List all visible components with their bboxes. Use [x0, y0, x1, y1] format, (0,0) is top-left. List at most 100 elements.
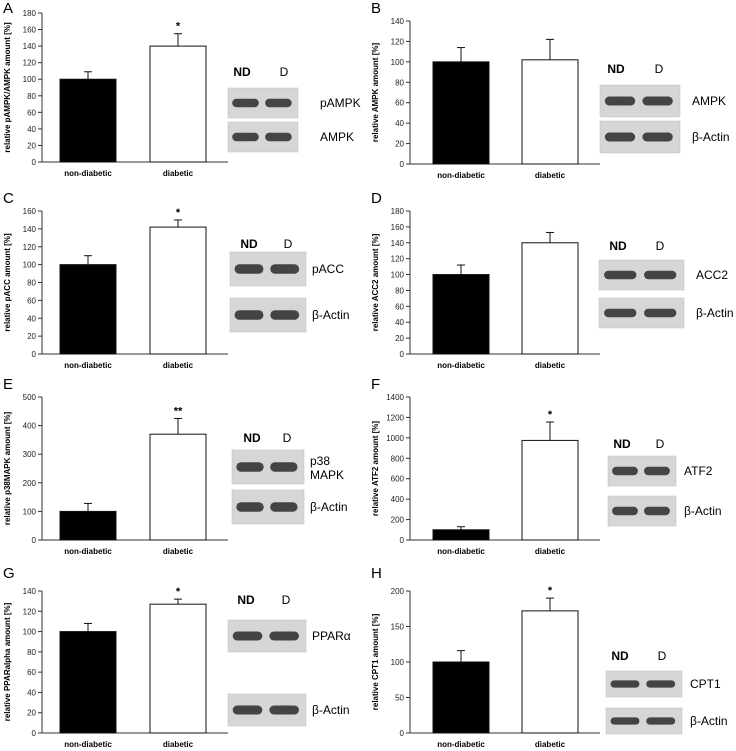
- blot-lane-label: ND: [607, 62, 625, 76]
- blot-band: [646, 717, 676, 725]
- panel-e: E 0 100 200 300 400 500 relative p38MAPK amount…: [3, 376, 348, 556]
- y-tick-label: 0: [32, 536, 37, 545]
- blot-band: [642, 132, 673, 142]
- y-tick-label: 50: [395, 694, 404, 703]
- y-tick-label: 160: [23, 207, 37, 216]
- blot-band: [644, 506, 670, 516]
- blot-band: [236, 462, 264, 472]
- y-axis-label: relative AMPK amount [%]: [371, 43, 380, 143]
- blot-band: [604, 96, 636, 106]
- y-tick-label: 80: [27, 92, 36, 101]
- bar-diabetic: [521, 242, 579, 355]
- blot-row-label: PPARα: [312, 629, 351, 643]
- blot-band: [270, 264, 300, 274]
- bar-diabetic: [149, 433, 207, 541]
- blot-row-label: β-Actin: [312, 703, 350, 717]
- significance-marker: **: [174, 405, 183, 417]
- bar-diabetic: [149, 45, 207, 163]
- bar-non-diabetic: [59, 510, 117, 541]
- x-tick-label: diabetic: [535, 171, 566, 180]
- blot-lane-label: D: [280, 65, 289, 79]
- blot-band: [232, 631, 263, 641]
- blot-lane-label: ND: [611, 649, 629, 663]
- panel-letter: F: [371, 376, 380, 393]
- y-tick-label: 0: [32, 729, 37, 738]
- y-tick-label: 40: [27, 314, 36, 323]
- bar-non-diabetic: [432, 61, 490, 165]
- x-tick-label: diabetic: [535, 740, 566, 749]
- panel-letter: B: [371, 0, 381, 17]
- y-tick-label: 60: [27, 108, 36, 117]
- blot-lane-label: ND: [240, 237, 258, 251]
- y-tick-label: 100: [23, 628, 37, 637]
- blot-band: [646, 680, 676, 688]
- blot-lane-label: D: [282, 593, 291, 607]
- blot-band: [604, 132, 636, 142]
- bar-diabetic: [149, 226, 207, 355]
- significance-marker: *: [176, 21, 181, 33]
- y-tick-label: 60: [27, 296, 36, 305]
- blot-lane-label: D: [658, 649, 667, 663]
- blot-band: [644, 466, 670, 476]
- y-tick-label: 140: [23, 42, 37, 51]
- y-axis-label: relative pAMPK/AMPK amount [%]: [3, 22, 12, 153]
- y-tick-label: 600: [391, 475, 405, 484]
- blot-lane-label: ND: [233, 65, 251, 79]
- y-tick-label: 100: [391, 58, 405, 67]
- bar-diabetic: [521, 610, 579, 734]
- y-tick-label: 400: [391, 495, 405, 504]
- blot-band: [612, 466, 638, 476]
- y-tick-label: 200: [391, 587, 405, 596]
- panel-d: D 0 20 40 60 80 100 120 140 160 180 relative ACC2 a…: [371, 190, 734, 370]
- blot-band: [232, 132, 259, 142]
- y-axis-label: relative p38MAPK amount [%]: [3, 411, 12, 525]
- y-tick-label: 120: [391, 255, 405, 264]
- panel-g: G 0 20 40 60 80 100 120 140 relative PPARalpha am…: [3, 565, 351, 749]
- blot-row-label: β-Actin: [684, 504, 722, 518]
- blot-band: [265, 132, 292, 142]
- bar-diabetic: [521, 59, 579, 165]
- x-tick-label: diabetic: [163, 361, 194, 370]
- x-tick-label: diabetic: [163, 547, 194, 556]
- y-axis-label: relative ATF2 amount [%]: [371, 421, 380, 516]
- x-tick-label: diabetic: [535, 547, 566, 556]
- blot-lane-label: ND: [243, 431, 261, 445]
- bar-diabetic: [149, 603, 207, 734]
- panel-c: C 0 20 40 60 80 100 120 140 160 relative pACC amou…: [3, 190, 350, 370]
- blot-row-label: AMPK: [692, 94, 726, 108]
- blot-band: [232, 705, 263, 715]
- blot-band: [236, 502, 264, 512]
- y-tick-label: 120: [23, 243, 37, 252]
- blot-lane-label: D: [656, 239, 665, 253]
- x-tick-label: non-diabetic: [64, 740, 112, 749]
- y-tick-label: 40: [395, 119, 404, 128]
- y-tick-label: 150: [391, 623, 405, 632]
- y-tick-label: 120: [23, 607, 37, 616]
- blot-row-label: AMPK: [320, 130, 354, 144]
- blot-row-label: β-Actin: [696, 306, 734, 320]
- blot-band: [604, 270, 637, 280]
- y-tick-label: 300: [23, 450, 37, 459]
- bar-non-diabetic: [59, 264, 117, 355]
- x-tick-label: non-diabetic: [64, 361, 112, 370]
- y-tick-label: 20: [27, 141, 36, 150]
- y-tick-label: 60: [27, 668, 36, 677]
- panel-a: A 0 20 40 60 80 100 120 140 160 180 relative pAMPK/…: [3, 0, 361, 178]
- panel-letter: A: [3, 0, 13, 17]
- y-tick-label: 60: [395, 302, 404, 311]
- blot-row-label: β-Actin: [310, 500, 348, 514]
- x-tick-label: non-diabetic: [437, 171, 485, 180]
- y-tick-label: 80: [27, 648, 36, 657]
- panel-h: H 0 50 100 150 200 relative CPT1 amount [%] non…: [371, 565, 728, 749]
- blot-lane-label: D: [655, 62, 664, 76]
- y-tick-label: 140: [391, 239, 405, 248]
- y-tick-label: 80: [27, 279, 36, 288]
- y-tick-label: 100: [391, 271, 405, 280]
- blot-row-label: pACC: [312, 262, 344, 276]
- y-tick-label: 160: [391, 223, 405, 232]
- y-tick-label: 40: [395, 318, 404, 327]
- blot-band: [265, 98, 292, 108]
- bar-non-diabetic: [59, 631, 117, 734]
- y-tick-label: 0: [400, 350, 405, 359]
